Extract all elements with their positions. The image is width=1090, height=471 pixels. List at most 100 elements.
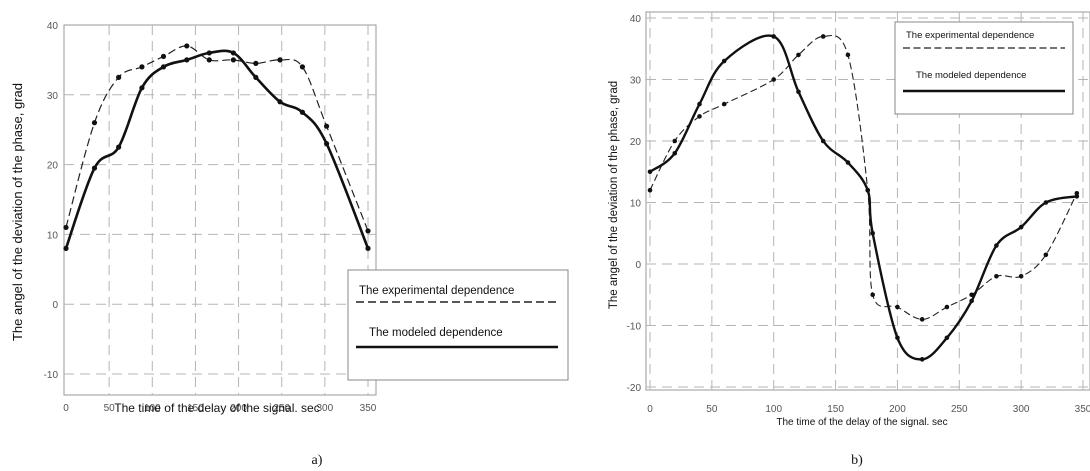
chart-b-y-tick-label: 20: [630, 137, 642, 148]
chart-a-point-modeled: [116, 144, 122, 150]
chart-a-x-tick-label: 0: [63, 403, 69, 414]
chart-a-point-modeled: [253, 74, 259, 80]
chart-a-point-modeled: [160, 64, 167, 70]
caption-b: b): [851, 453, 863, 468]
chart-a-x-tick-label: 350: [360, 403, 377, 414]
chart-b-y-tick-label: 0: [635, 260, 641, 271]
chart-b-point-experimental: [1018, 274, 1024, 279]
chart-a-point-experimental: [184, 43, 190, 49]
chart-a-legend-label-modeled: The modeled dependence: [369, 327, 503, 339]
chart-b-y-tick-label: -20: [627, 383, 642, 394]
chart-b-legend-box: [894, 21, 1074, 115]
chart-a-point-modeled: [323, 141, 330, 147]
chart-a-y-tick-label: 10: [47, 230, 59, 241]
chart-b-point-modeled: [944, 335, 950, 341]
chart-b-x-tick-label: 50: [706, 404, 718, 415]
chart-a-point-modeled: [365, 245, 371, 251]
chart-b-x-tick-label: 300: [1013, 404, 1030, 415]
chart-a-point-modeled: [206, 50, 212, 56]
chart-b-point-modeled: [697, 101, 702, 107]
chart-a-y-ticks: 40 30 20 10 0 -10: [44, 21, 59, 381]
chart-b-point-modeled: [820, 138, 826, 144]
chart-b-point-modeled: [969, 298, 974, 304]
chart-a-point-experimental: [160, 53, 167, 60]
chart-a-point-experimental: [63, 224, 69, 231]
chart-b-point-modeled: [796, 89, 801, 95]
chart-a-frame: [63, 24, 377, 396]
chart-b-grid: [646, 12, 1090, 390]
chart-a-point-experimental: [253, 60, 259, 66]
chart-b-point-experimental: [919, 317, 925, 322]
chart-a-point-experimental: [365, 228, 371, 234]
chart-b-point-modeled: [721, 58, 727, 64]
chart-b-x-tick-label: 150: [827, 404, 844, 415]
chart-a-point-experimental: [230, 57, 236, 63]
chart-b-point-experimental: [647, 187, 653, 193]
chart-b-y-tick-label: 40: [630, 14, 642, 25]
chart-b-point-experimental: [820, 34, 826, 39]
chart-b-x-tick-label: 250: [951, 404, 968, 415]
chart-b-point-experimental: [994, 274, 999, 279]
chart-a-point-modeled: [91, 165, 98, 171]
chart-a-grid: [64, 25, 376, 395]
chart-b-point-modeled: [865, 187, 871, 193]
chart-a-x-axis-title: The time of the delay of the signal. sec: [114, 401, 319, 415]
chart-b-point-experimental: [870, 292, 875, 298]
chart-a-line-modeled: [64, 49, 370, 249]
chart-b-y-tick-label: 10: [630, 199, 642, 210]
chart-b-legend-label-modeled: The modeled dependence: [916, 70, 1026, 81]
chart-a-y-tick-label: 20: [47, 161, 59, 172]
chart-b-point-experimental: [944, 304, 950, 310]
chart-b-point-modeled: [672, 151, 678, 156]
chart-b-x-tick-label: 350: [1075, 404, 1090, 415]
chart-b-point-modeled: [919, 357, 925, 362]
chart-a-legend: The experimental dependence The modeled …: [347, 269, 569, 381]
chart-b-frame: [645, 11, 1090, 391]
chart-a-x-tick-label: 300: [317, 403, 334, 414]
chart-a-x-tick-label: 100: [144, 403, 161, 414]
chart-a-point-modeled: [184, 57, 190, 63]
chart-a-point-modeled: [277, 99, 283, 105]
chart-a-series: [63, 43, 371, 251]
chart-a-x-tick-label: 150: [187, 403, 204, 414]
chart-b-point-modeled: [994, 243, 999, 248]
chart-b-point-experimental: [796, 52, 801, 58]
chart-b-point-modeled: [1043, 200, 1049, 205]
chart-b-point-experimental: [845, 52, 851, 58]
chart-a-legend-label-experimental: The experimental dependence: [359, 285, 514, 297]
chart-b-point-modeled: [1018, 224, 1024, 230]
chart-a-point-experimental: [323, 123, 330, 129]
chart-b-y-ticks: 40 30 20 10 0 -10 -20: [627, 14, 642, 394]
chart-b-series: [647, 34, 1080, 362]
chart-a-point-modeled: [230, 50, 236, 56]
chart-b-point-modeled: [845, 160, 851, 165]
chart-b-x-tick-label: 200: [889, 404, 906, 415]
chart-a-legend-box: [347, 269, 569, 381]
chart-a-y-tick-label: 40: [47, 21, 59, 32]
chart-b-point-experimental: [771, 77, 777, 82]
chart-b-point-modeled: [647, 169, 653, 175]
chart-a-y-tick-label: 0: [52, 300, 58, 311]
chart-b-point-experimental: [721, 101, 727, 107]
chart-a-x-tick-label: 200: [230, 403, 247, 414]
chart-b-point-modeled: [870, 230, 875, 236]
chart-b-point-modeled: [895, 335, 900, 341]
chart-a-line-experimental: [65, 45, 369, 232]
chart-a-point-experimental: [116, 74, 122, 80]
chart-b-x-tick-label: 0: [647, 404, 653, 415]
chart-b-point-modeled: [771, 34, 777, 39]
chart-b-y-tick-label: 30: [630, 76, 642, 87]
chart-a-point-modeled: [63, 245, 69, 251]
chart-a-y-axis-title: The angel of the deviation of the phase,…: [10, 83, 25, 341]
chart-a-point-experimental: [91, 120, 98, 126]
chart-b-point-experimental: [697, 114, 702, 119]
chart-b-point-experimental: [895, 304, 900, 310]
chart-a-x-ticks: 0 50 100 150 200 250 300 350: [63, 403, 377, 414]
chart-a-point-modeled: [299, 109, 306, 115]
chart-a-y-tick-label: -10: [44, 370, 59, 381]
chart-b-x-axis-title: The time of the delay of the signal. sec: [776, 417, 947, 428]
chart-b-x-ticks: 0 50 100 150 200 250 300 350: [647, 404, 1090, 415]
chart-a-point-modeled: [139, 85, 145, 91]
